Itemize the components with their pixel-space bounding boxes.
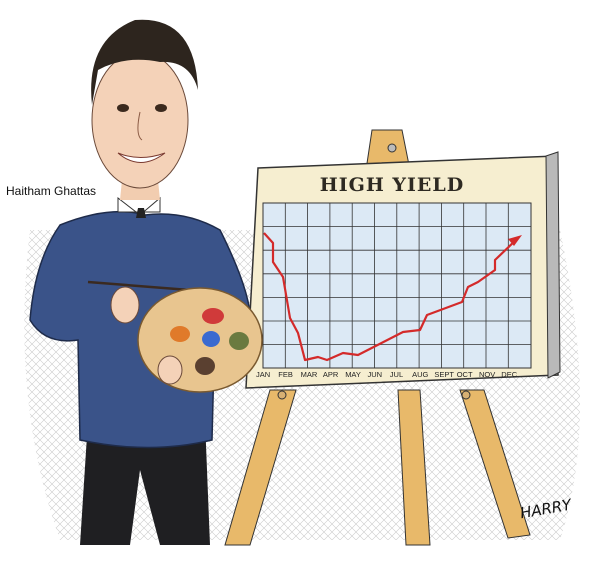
- trend-line: [263, 232, 519, 362]
- caption-name: Haitham Ghattas: [6, 184, 97, 198]
- month-label: SEPT: [434, 370, 454, 379]
- month-label: OCT: [457, 370, 473, 379]
- figure: [29, 19, 263, 545]
- month-label: JUN: [368, 370, 383, 379]
- board-title: HIGH YIELD: [320, 174, 464, 196]
- easel: [224, 129, 531, 546]
- month-label: AUG: [412, 370, 428, 379]
- month-label: FEB: [278, 370, 293, 379]
- chart-board: HIGH YIELD JAN FEB MAR APR MAY JUN JUL AUG SEPT O…: [245, 151, 561, 389]
- face: [91, 51, 189, 189]
- legs: [80, 420, 210, 545]
- month-label: MAR: [301, 370, 318, 379]
- paint-palette: [137, 287, 263, 393]
- month-label: JAN: [256, 370, 270, 379]
- month-labels: JAN FEB MAR APR MAY JUN JUL AUG SEPT OCT NOV DEC: [256, 370, 518, 379]
- trend-arrowhead: [508, 235, 522, 246]
- hair: [91, 19, 198, 105]
- chart-grid: [263, 203, 531, 368]
- month-label: JUL: [390, 370, 403, 379]
- month-label: DEC: [501, 370, 517, 379]
- month-label: APR: [323, 370, 339, 379]
- month-label: NOV: [479, 370, 495, 379]
- month-label: MAY: [345, 370, 361, 379]
